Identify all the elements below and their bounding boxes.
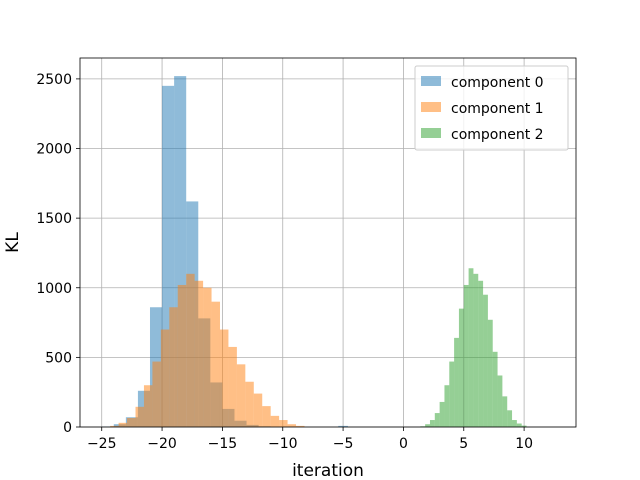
histogram-bar — [502, 396, 508, 427]
x-tick-label: 0 — [399, 436, 408, 452]
legend-label: component 0 — [451, 75, 544, 91]
histogram-bar — [516, 423, 522, 427]
histogram-bar — [487, 319, 493, 427]
x-axis-label: iteration — [292, 461, 364, 480]
x-tick-label: −15 — [208, 436, 238, 452]
histogram-bar — [439, 401, 445, 427]
histogram-bar — [468, 268, 474, 427]
histogram-bar — [118, 422, 128, 427]
histogram-bar — [287, 424, 297, 427]
histogram-bar — [454, 337, 459, 427]
series-1-bars — [110, 273, 305, 427]
histogram-bar — [296, 425, 305, 427]
histogram-bars — [101, 76, 527, 428]
x-tick-label: 10 — [515, 436, 533, 452]
histogram-bar — [245, 381, 254, 427]
legend-swatch — [421, 128, 441, 138]
histogram-bar — [449, 361, 455, 427]
histogram-bar — [507, 410, 513, 427]
histogram-bar — [512, 420, 517, 427]
histogram-bar — [228, 346, 237, 427]
legend-label: component 1 — [451, 101, 544, 117]
histogram-bar — [521, 425, 527, 427]
histogram-bar — [219, 329, 229, 427]
histogram-bar — [458, 308, 464, 427]
histogram-bar — [152, 361, 161, 427]
legend-label: component 2 — [451, 127, 544, 143]
histogram-bar — [253, 393, 263, 427]
x-axis-ticks: −25 −20 −15 −10 −5 0 5 10 — [87, 427, 533, 452]
plot-frame — [79, 57, 577, 428]
histogram-bar — [444, 385, 450, 427]
y-tick-label: 1000 — [36, 281, 72, 297]
histogram-bar — [186, 273, 195, 427]
histogram-bar — [429, 420, 435, 427]
histogram-bar — [463, 284, 469, 427]
histogram-bar — [478, 280, 484, 427]
histogram-bar — [194, 280, 204, 427]
y-tick-label: 500 — [45, 350, 72, 366]
legend-box — [414, 65, 569, 151]
series-2-bars — [420, 268, 527, 427]
x-tick-label: −20 — [147, 436, 177, 452]
legend-swatch — [421, 102, 441, 112]
x-tick-label: −5 — [333, 436, 354, 452]
histogram-bar — [483, 294, 488, 427]
histogram-bar — [203, 287, 212, 427]
histogram-bar — [279, 420, 288, 427]
histogram-bar — [473, 273, 479, 427]
histogram-bar — [262, 406, 271, 427]
histogram-bar — [160, 329, 170, 427]
legend-swatch — [421, 76, 441, 86]
x-tick-label: −25 — [87, 436, 117, 452]
histogram-bar — [211, 301, 220, 427]
histogram-bar — [492, 351, 498, 427]
histogram-bar — [177, 284, 187, 427]
histogram-bar — [425, 424, 430, 427]
histogram-bar — [434, 413, 440, 427]
histogram-bar — [497, 375, 503, 427]
y-axis-label: KL — [3, 232, 23, 253]
x-tick-label: 5 — [459, 436, 468, 452]
histogram-bar — [236, 364, 246, 427]
histogram-bar — [143, 385, 153, 427]
histogram-bar — [270, 415, 280, 427]
y-tick-label: 1500 — [36, 211, 72, 227]
histogram-bar — [110, 425, 119, 427]
y-axis-ticks: 0 500 1000 1500 2000 2500 — [36, 72, 80, 436]
histogram-bar — [338, 425, 348, 427]
histogram-bar — [135, 406, 144, 427]
y-tick-label: 0 — [63, 420, 72, 436]
histogram-bar — [169, 307, 178, 427]
y-tick-label: 2500 — [36, 72, 72, 88]
legend: component 0 component 1 component 2 — [414, 65, 569, 151]
x-tick-label: −10 — [268, 436, 298, 452]
histogram-bar — [127, 417, 136, 427]
y-tick-label: 2000 — [36, 142, 72, 158]
